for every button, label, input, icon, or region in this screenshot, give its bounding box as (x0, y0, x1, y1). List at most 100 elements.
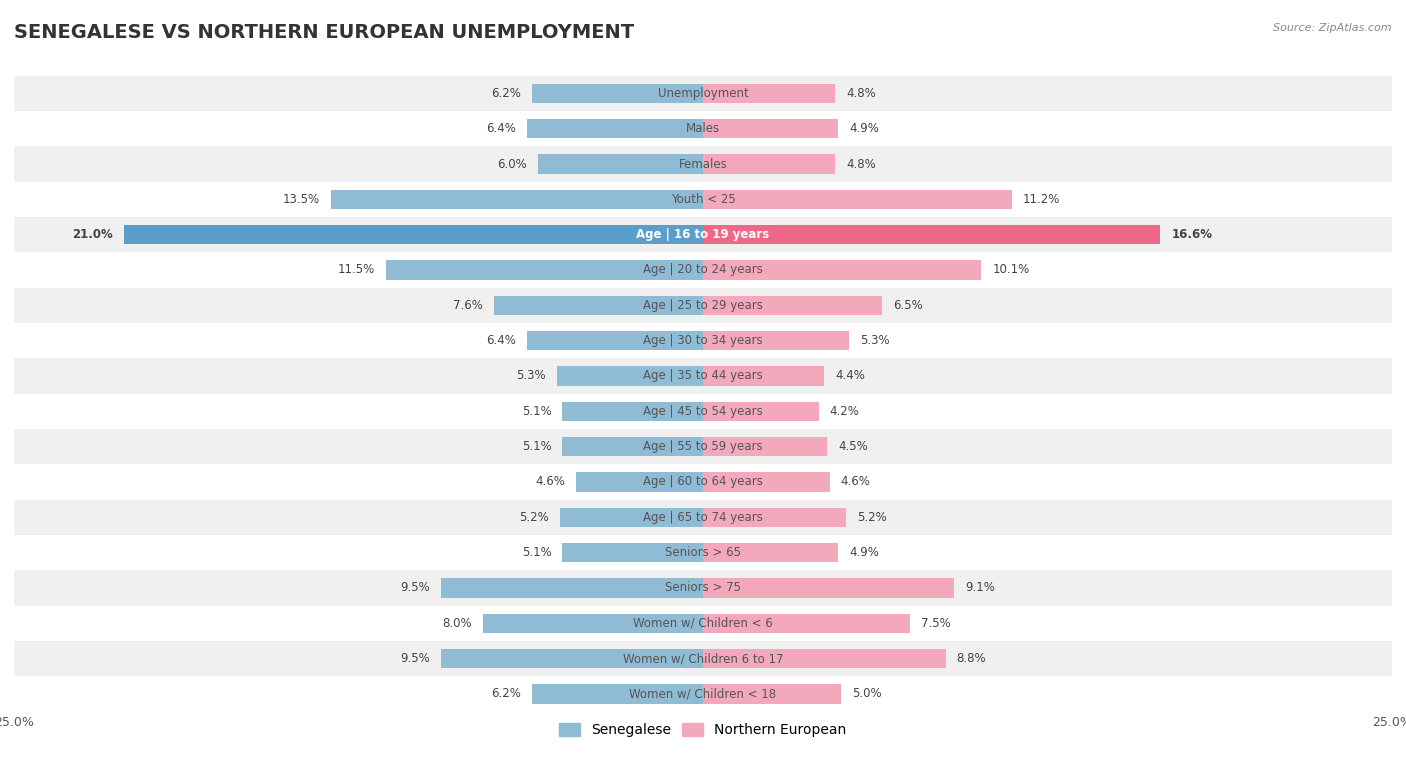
Text: 9.5%: 9.5% (401, 652, 430, 665)
Bar (703, 189, 1012, 209)
Text: Women w/ Children 6 to 17: Women w/ Children 6 to 17 (623, 652, 783, 665)
Text: Females: Females (679, 157, 727, 170)
Bar (527, 331, 703, 350)
Text: 13.5%: 13.5% (283, 193, 321, 206)
Text: 5.2%: 5.2% (858, 511, 887, 524)
Bar (703, 119, 838, 139)
Text: 4.6%: 4.6% (841, 475, 870, 488)
Bar (441, 578, 703, 597)
Text: 6.4%: 6.4% (485, 334, 516, 347)
Text: 4.6%: 4.6% (536, 475, 565, 488)
Bar (14, 358, 1392, 394)
Text: 5.0%: 5.0% (852, 687, 882, 700)
Bar (703, 331, 849, 350)
Bar (557, 366, 703, 385)
Text: 8.0%: 8.0% (441, 617, 471, 630)
Bar (14, 323, 1392, 358)
Bar (703, 366, 824, 385)
Text: 5.3%: 5.3% (516, 369, 546, 382)
Text: 4.9%: 4.9% (849, 122, 879, 136)
Text: 9.1%: 9.1% (965, 581, 994, 594)
Bar (14, 182, 1392, 217)
Text: Age | 65 to 74 years: Age | 65 to 74 years (643, 511, 763, 524)
Bar (703, 295, 882, 315)
Bar (703, 225, 1160, 245)
Bar (482, 613, 703, 633)
Bar (576, 472, 703, 492)
Bar (537, 154, 703, 173)
Bar (14, 288, 1392, 323)
Text: 5.1%: 5.1% (522, 440, 551, 453)
Text: 11.2%: 11.2% (1022, 193, 1060, 206)
Bar (703, 83, 835, 103)
Text: Unemployment: Unemployment (658, 87, 748, 100)
Bar (14, 146, 1392, 182)
Bar (494, 295, 703, 315)
Text: Age | 16 to 19 years: Age | 16 to 19 years (637, 228, 769, 241)
Text: Age | 30 to 34 years: Age | 30 to 34 years (643, 334, 763, 347)
Text: 4.5%: 4.5% (838, 440, 868, 453)
Bar (703, 507, 846, 527)
Bar (14, 641, 1392, 676)
Text: 6.4%: 6.4% (485, 122, 516, 136)
Bar (14, 217, 1392, 252)
Text: 5.1%: 5.1% (522, 546, 551, 559)
Legend: Senegalese, Northern European: Senegalese, Northern European (554, 718, 852, 743)
Text: 6.5%: 6.5% (893, 299, 922, 312)
Text: 4.4%: 4.4% (835, 369, 865, 382)
Text: 5.1%: 5.1% (522, 405, 551, 418)
Text: 5.3%: 5.3% (860, 334, 890, 347)
Bar (703, 472, 830, 492)
Bar (562, 437, 703, 456)
Bar (330, 189, 703, 209)
Text: 8.8%: 8.8% (956, 652, 986, 665)
Text: Youth < 25: Youth < 25 (671, 193, 735, 206)
Text: Age | 35 to 44 years: Age | 35 to 44 years (643, 369, 763, 382)
Bar (562, 401, 703, 421)
Bar (14, 429, 1392, 464)
Text: Age | 60 to 64 years: Age | 60 to 64 years (643, 475, 763, 488)
Bar (562, 543, 703, 562)
Text: 4.8%: 4.8% (846, 87, 876, 100)
Text: SENEGALESE VS NORTHERN EUROPEAN UNEMPLOYMENT: SENEGALESE VS NORTHERN EUROPEAN UNEMPLOY… (14, 23, 634, 42)
Bar (14, 570, 1392, 606)
Bar (14, 676, 1392, 712)
Bar (14, 76, 1392, 111)
Text: 7.5%: 7.5% (921, 617, 950, 630)
Text: Age | 45 to 54 years: Age | 45 to 54 years (643, 405, 763, 418)
Bar (703, 401, 818, 421)
Bar (14, 111, 1392, 146)
Text: Women w/ Children < 18: Women w/ Children < 18 (630, 687, 776, 700)
Text: Source: ZipAtlas.com: Source: ZipAtlas.com (1274, 23, 1392, 33)
Text: Age | 25 to 29 years: Age | 25 to 29 years (643, 299, 763, 312)
Bar (703, 578, 953, 597)
Bar (14, 500, 1392, 535)
Text: 6.0%: 6.0% (496, 157, 527, 170)
Bar (703, 543, 838, 562)
Bar (703, 437, 827, 456)
Bar (560, 507, 703, 527)
Text: Males: Males (686, 122, 720, 136)
Text: 6.2%: 6.2% (491, 687, 522, 700)
Text: Women w/ Children < 6: Women w/ Children < 6 (633, 617, 773, 630)
Text: 6.2%: 6.2% (491, 87, 522, 100)
Bar (387, 260, 703, 279)
Bar (14, 535, 1392, 570)
Bar (441, 649, 703, 668)
Text: 4.9%: 4.9% (849, 546, 879, 559)
Text: 16.6%: 16.6% (1171, 228, 1212, 241)
Text: 10.1%: 10.1% (993, 263, 1029, 276)
Text: Seniors > 75: Seniors > 75 (665, 581, 741, 594)
Text: 21.0%: 21.0% (73, 228, 114, 241)
Bar (14, 252, 1392, 288)
Bar (531, 684, 703, 704)
Bar (703, 649, 945, 668)
Bar (14, 464, 1392, 500)
Text: Age | 20 to 24 years: Age | 20 to 24 years (643, 263, 763, 276)
Text: 11.5%: 11.5% (337, 263, 375, 276)
Text: 4.2%: 4.2% (830, 405, 859, 418)
Text: 4.8%: 4.8% (846, 157, 876, 170)
Bar (703, 613, 910, 633)
Bar (14, 394, 1392, 429)
Bar (703, 154, 835, 173)
